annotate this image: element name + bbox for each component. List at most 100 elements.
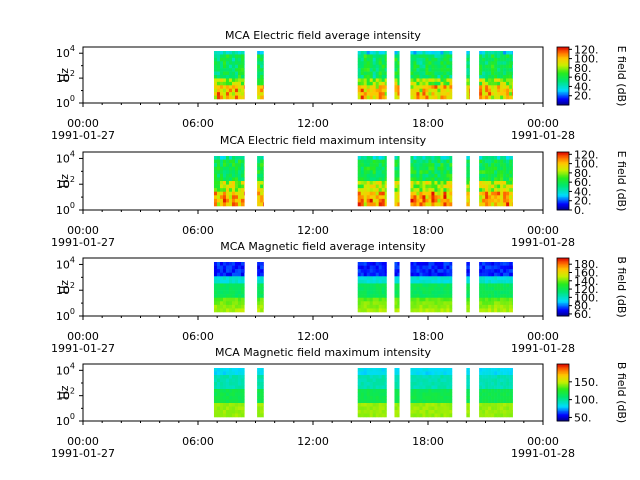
- data-segment: [394, 368, 400, 418]
- x-tick-label: 18:00: [412, 224, 444, 237]
- data-segment: [410, 51, 453, 100]
- panel-2: MCA Electric field maximum intensity1001…: [51, 134, 628, 249]
- x-tick-label: 06:00: [182, 117, 214, 130]
- colorbar-tick-label: 60.: [574, 308, 592, 321]
- colorbar-tick-label: 100.: [574, 394, 599, 407]
- colorbar-tick-label: 80.: [574, 167, 592, 180]
- colorbar-tick-label: 60.: [574, 176, 592, 189]
- y-tick-label: 102: [56, 387, 75, 403]
- panel-3: MCA Magnetic field average intensity1001…: [51, 240, 628, 355]
- y-axis-label: Hz: [58, 385, 71, 399]
- x-tick-label: 00:00: [67, 117, 99, 130]
- data-segment: [357, 262, 387, 313]
- data-segment: [466, 368, 470, 418]
- data-segment: [213, 368, 245, 418]
- x-tick-label: 06:00: [182, 435, 214, 448]
- colorbar-label: B field (dB): [615, 362, 628, 423]
- x-tick-date-label: 1991-01-28: [511, 447, 575, 460]
- y-axis: 100 102 104: [56, 361, 83, 428]
- data-segment: [479, 262, 513, 313]
- colorbar-label: E field (dB): [615, 46, 628, 107]
- colorbar-label: E field (dB): [615, 151, 628, 212]
- data-segment: [466, 156, 470, 207]
- colorbar-tick-label: 80.: [574, 62, 592, 75]
- data-segment: [479, 156, 513, 207]
- x-tick-label: 00:00: [527, 330, 559, 343]
- colorbar-tick-label: 120.: [574, 148, 599, 161]
- colorbar: 0.20.40.60.80.100.120. E field (dB): [556, 148, 628, 217]
- colorbar-tick-label: 80.: [574, 300, 592, 313]
- heatmap-cells: [213, 368, 513, 418]
- panel-4: MCA Magnetic field maximum intensity 1001…: [51, 346, 628, 460]
- y-axis: 100 102 104: [56, 44, 83, 110]
- data-segment: [479, 51, 513, 100]
- y-tick-label: 102: [56, 281, 75, 297]
- x-tick-date-label: 1991-01-28: [511, 129, 575, 142]
- x-tick-label: 00:00: [527, 224, 559, 237]
- x-tick-label: 18:00: [412, 435, 444, 448]
- data-segment: [466, 262, 470, 313]
- heatmap-cells: [213, 51, 513, 100]
- y-axis: 100 102 104: [56, 149, 83, 217]
- colorbar-tick-label: 150.: [574, 376, 599, 389]
- data-segment: [394, 51, 400, 100]
- colorbar-tick-label: 160.: [574, 267, 599, 280]
- data-segment: [257, 262, 264, 313]
- colorbar-tick-label: 100.: [574, 158, 599, 171]
- plot-frame: [82, 363, 544, 422]
- colorbar-tick-label: 120.: [574, 283, 599, 296]
- colorbar: 60.80.100.120.140.160.180. B field (dB): [556, 256, 628, 321]
- x-tick-label: 12:00: [297, 330, 329, 343]
- x-tick-label: 00:00: [67, 435, 99, 448]
- y-tick-label: 100: [56, 201, 75, 217]
- colorbar-tick-label: 20.: [574, 90, 592, 103]
- x-tick-label: 06:00: [182, 330, 214, 343]
- colorbar: 50. 100. 150. B field (dB): [556, 362, 628, 424]
- x-tick-label: 00:00: [527, 435, 559, 448]
- data-segment: [466, 51, 470, 100]
- heatmap-cells: [213, 262, 513, 313]
- x-tick-date-label: 1991-01-28: [511, 342, 575, 355]
- data-segment: [394, 262, 400, 313]
- panel-1: MCA Electric field average intensity 100 1…: [51, 29, 628, 142]
- x-tick-date-label: 1991-01-27: [51, 236, 115, 249]
- data-segment: [394, 156, 400, 207]
- data-segment: [213, 51, 245, 100]
- y-axis-label: Hz: [58, 174, 71, 188]
- panel-title: MCA Magnetic field average intensity: [220, 240, 426, 253]
- colorbar-tick-label: 40.: [574, 185, 592, 198]
- colorbar-tick-label: 120.: [574, 43, 599, 56]
- y-tick-label: 100: [56, 94, 75, 110]
- data-segment: [357, 51, 387, 100]
- y-tick-label: 102: [56, 175, 75, 191]
- data-segment: [410, 156, 453, 207]
- y-axis: 100 102 104: [56, 255, 83, 323]
- y-axis-label: Hz: [58, 68, 71, 82]
- panel-title: MCA Electric field maximum intensity: [220, 134, 427, 147]
- y-tick-label: 102: [56, 69, 75, 85]
- plot-frame: [82, 257, 544, 317]
- x-tick-date-label: 1991-01-27: [51, 129, 115, 142]
- data-segment: [357, 368, 387, 418]
- y-axis-label: Hz: [58, 280, 71, 294]
- colorbar-tick-label: 20.: [574, 195, 592, 208]
- data-segment: [213, 262, 245, 313]
- data-segment: [479, 368, 513, 418]
- x-tick-label: 18:00: [412, 117, 444, 130]
- y-tick-label: 104: [56, 255, 75, 271]
- panel-title: MCA Electric field average intensity: [225, 29, 421, 42]
- data-segment: [213, 156, 245, 207]
- x-tick-label: 12:00: [297, 435, 329, 448]
- colorbar-tick-label: 50.: [574, 411, 592, 424]
- colorbar-tick-label: 140.: [574, 275, 599, 288]
- y-tick-label: 104: [56, 149, 75, 165]
- plot-frame: [82, 151, 544, 211]
- colorbar-tick-label: 180.: [574, 258, 599, 271]
- panel-title: MCA Magnetic field maximum intensity: [215, 346, 431, 359]
- data-segment: [410, 368, 453, 418]
